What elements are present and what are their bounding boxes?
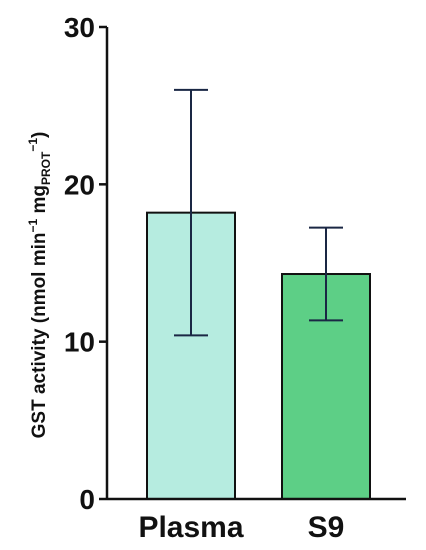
y-axis-title-main: GST activity (nmol min [29,232,50,438]
y-tick-label: 20 [64,169,95,200]
x-tick-label-s9: S9 [308,511,345,544]
error-bar-plasma [174,88,208,337]
y-axis-title-mid: mg [29,185,50,219]
y-axis-title-sub: PROT [39,151,53,185]
y-axis-title: GST activity (nmol min−1 mgPROT−1) [26,132,53,439]
y-axis-title-sup2: −1 [26,138,40,152]
y-tick-label: 0 [79,484,95,515]
svg-text:GST activity (nmol min−1 mgPRO: GST activity (nmol min−1 mgPROT−1) [26,132,53,439]
y-axis-title-sup1: −1 [26,218,40,232]
x-tick-label-plasma: Plasma [138,511,243,544]
error-bar-s9 [309,226,343,322]
y-axis-title-end: ) [29,132,50,138]
y-tick-label: 10 [64,327,95,358]
y-tick-label: 30 [64,12,95,43]
